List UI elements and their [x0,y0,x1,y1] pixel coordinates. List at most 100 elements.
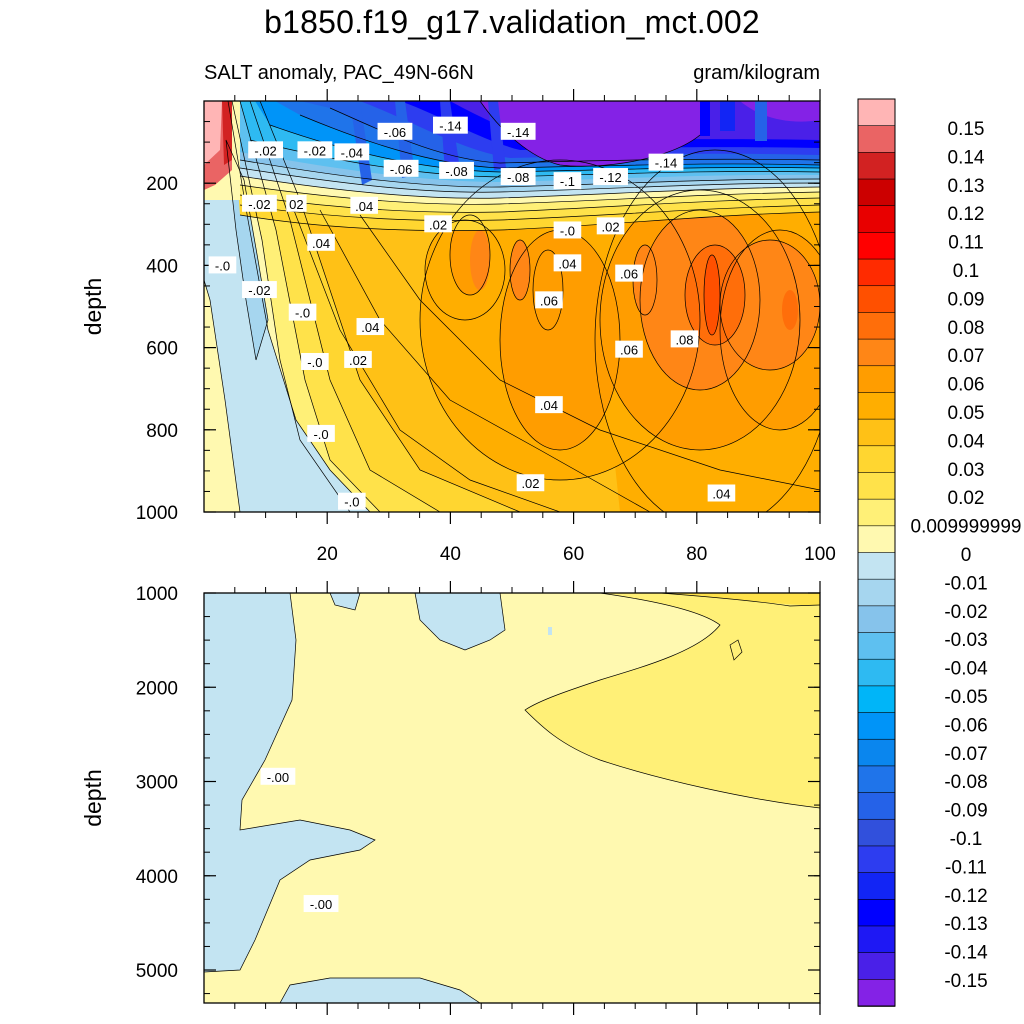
contour-label-text: -.1 [560,174,575,189]
contour-label-text: .02 [349,353,367,368]
contour-label-text: -.08 [445,164,467,179]
contour-label-text: -.06 [384,125,406,140]
colorbar-swatch [857,365,896,394]
contour-label: -.00 [303,895,339,913]
colorbar-label: 0.12 [948,204,985,225]
contour-label-bg [383,159,419,177]
colorbar-label: -0.08 [944,772,987,793]
colorbar-swatch [857,898,896,927]
contour-label-bg [260,767,296,785]
contour-label-text: -.0 [313,427,328,442]
contour-label: -.0 [208,256,237,274]
colorbar-swatch [857,792,896,821]
colorbar-label: -0.01 [944,573,987,594]
contour-label: -.06 [383,159,419,177]
contour-label-bg [500,168,536,186]
contour-label-bg [424,215,452,233]
colorbar-label: 0.06 [948,375,985,396]
contour-label-text: -.02 [248,197,270,212]
contour-label: .04 [535,396,563,414]
chart-title: b1850.f19_g17.validation_mct.002 [264,4,760,40]
colorbar-swatch [857,605,896,634]
contour-label-text: -.14 [507,125,529,140]
colorbar-swatch [857,632,896,661]
bottom-panel-contours [204,593,820,1003]
contour-label-bg [615,340,643,358]
colorbar-label: 0.02 [948,488,985,509]
contour-label: .08 [670,330,699,348]
contour-label: -.1 [553,172,582,190]
contour-label-text: -.0 [215,258,230,273]
colorbar-label: 0.1 [953,261,979,282]
contour-label-text: .06 [620,343,638,358]
contour-label-bg [648,153,684,171]
colorbar-swatch [857,125,896,154]
colorbar-label: 0 [961,545,972,566]
colorbar-swatch [857,152,896,180]
contour-label-text: .04 [312,236,330,251]
contour-label-bg [334,143,370,161]
contour-label: -.14 [500,122,536,140]
contour-label-bg [615,264,643,282]
contour-label-bg [301,352,329,370]
contour-label-text: -.0 [344,495,359,510]
x-tick-label: 80 [686,544,707,565]
contour-label: -.0 [553,221,582,239]
contour-label-bg [670,330,699,348]
colorbar-swatch [857,979,896,1007]
colorbar-label: 0.009999999 [911,517,1022,538]
colorbar-swatch [857,685,896,714]
contour-label-bg [307,233,335,251]
colorbar-label: 0.04 [948,431,985,452]
colorbar-label: 0.05 [948,403,985,424]
contour-label-text: -.00 [267,770,289,785]
contour-label-text: .06 [620,267,638,282]
colorbar-swatch [857,392,896,420]
colorbar-swatch [857,445,896,474]
contour-label-bg [535,396,563,414]
colorbar-label: -0.15 [944,971,987,992]
colorbar-label: 0.11 [948,233,984,254]
contour-label-text: .04 [361,320,379,335]
contour-label-bg [433,116,468,134]
contour-label-bg [242,194,277,212]
colorbar-swatch [857,498,896,527]
contour-label-text: -.0 [295,306,310,321]
contour-label-bg [553,221,582,239]
colorbar-swatch [857,952,896,981]
contour-label-text: -.02 [304,143,326,158]
y-tick-label: 800 [146,421,178,442]
contour-label-bg [307,424,335,442]
x-tick-label: 20 [317,544,338,565]
colorbar-swatch [857,232,896,260]
colorbar-swatch [857,765,896,794]
contour-label-text: .02 [602,219,620,234]
colorbar-label: -0.1 [950,829,983,850]
contour-label: -.08 [500,168,536,186]
contour-label-text: -.0 [307,355,322,370]
colorbar-swatch [857,712,896,741]
contour-label: -.0 [288,303,317,321]
contour-label-text: -.0 [560,223,575,238]
colorbar-label: 0.03 [948,460,985,481]
bottom-panel-contour-labels: -.00 -.00 [260,767,339,913]
contour-label: -.12 [593,168,628,186]
colorbar-label: 0.08 [948,318,985,339]
contour-label-text: -.12 [599,170,621,185]
contour-label-text: -.14 [439,119,461,134]
colorbar-label: -0.04 [944,659,988,680]
contour-label: -.04 [334,143,370,161]
contour-label: -.0 [338,492,366,510]
contour-label-text: -.14 [655,156,677,171]
colorbar-swatch [857,818,896,847]
contour-label-bg [248,141,283,159]
contour-label: 02 [286,194,307,212]
contour-label-bg [593,168,628,186]
colorbar-swatch [857,738,896,767]
colorbar-swatch [857,312,896,340]
colorbar-frame [857,98,896,1007]
contour-label-text: .04 [355,199,373,214]
colorbar-swatch [857,418,896,447]
contour-label-text: 02 [289,197,303,212]
